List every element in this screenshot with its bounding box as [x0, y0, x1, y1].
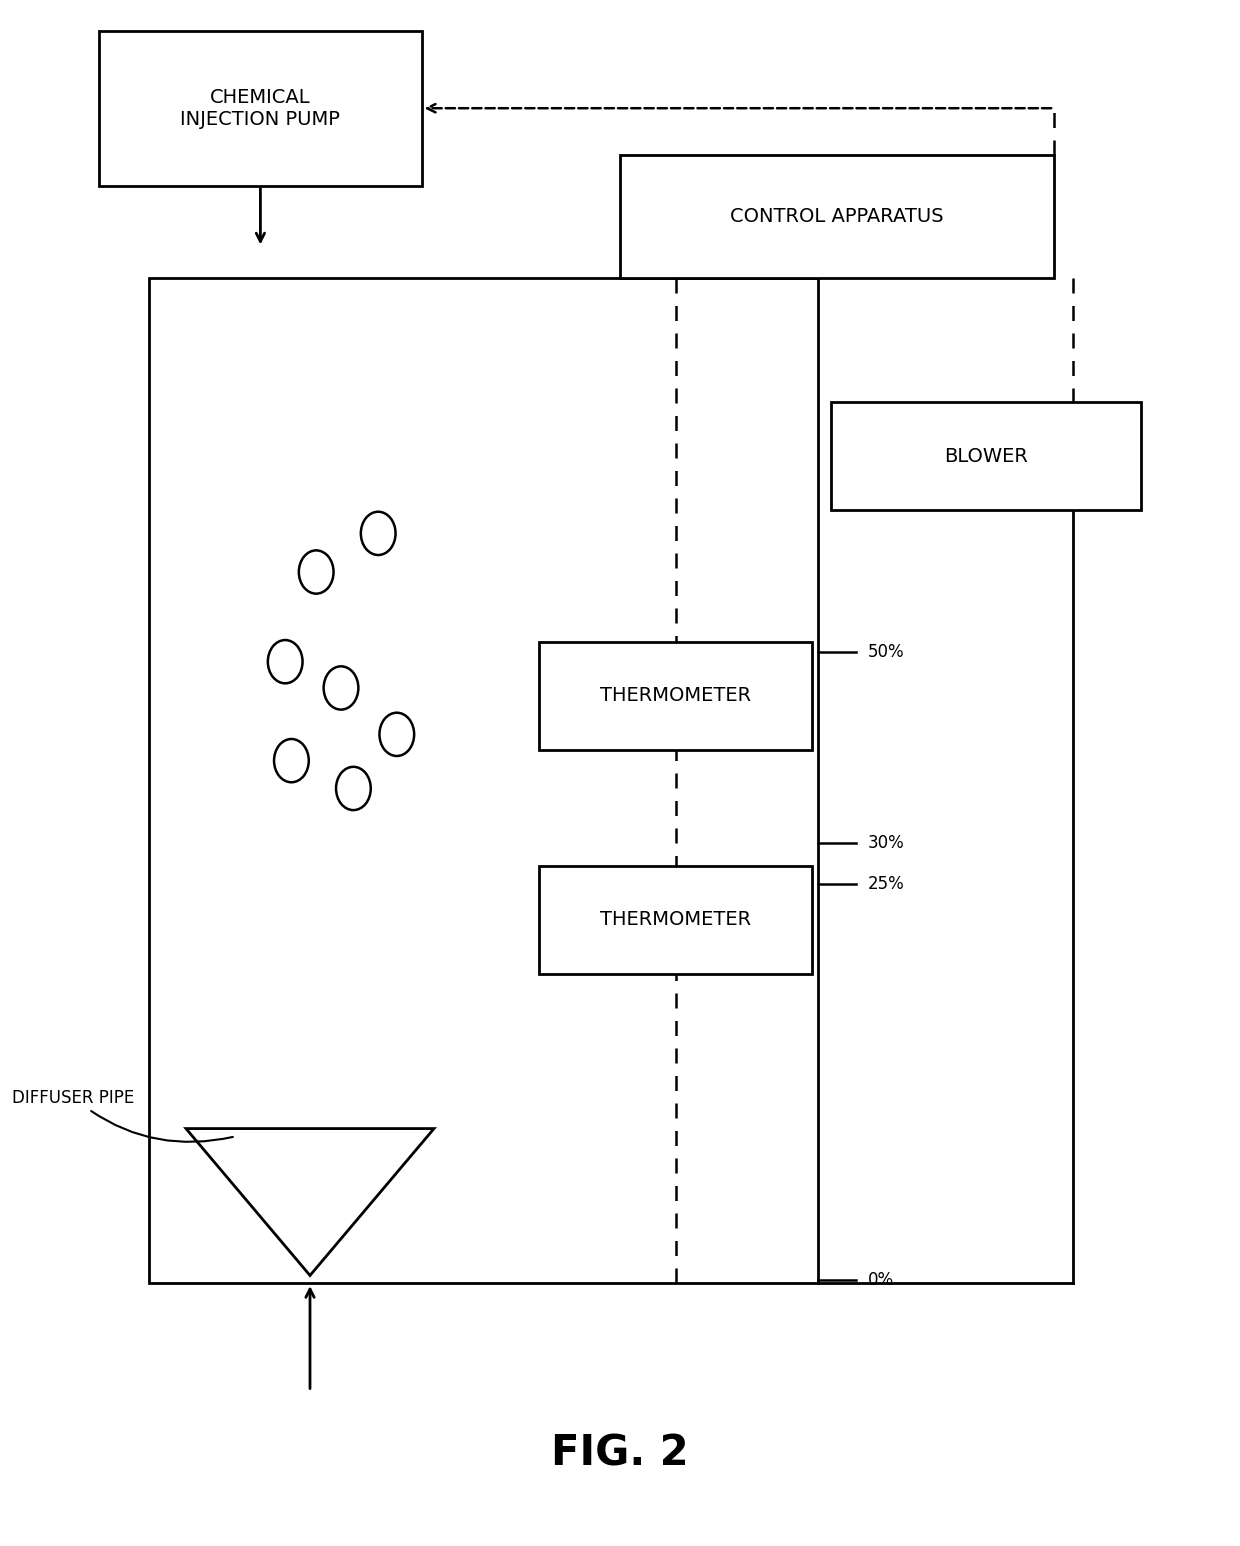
FancyBboxPatch shape	[831, 402, 1141, 510]
FancyBboxPatch shape	[149, 278, 818, 1283]
Text: CONTROL APPARATUS: CONTROL APPARATUS	[730, 207, 944, 226]
Text: BLOWER: BLOWER	[944, 447, 1028, 465]
Text: 50%: 50%	[868, 643, 905, 662]
Text: 25%: 25%	[868, 875, 905, 894]
Text: FIG. 2: FIG. 2	[552, 1432, 688, 1475]
Text: CHEMICAL
INJECTION PUMP: CHEMICAL INJECTION PUMP	[181, 88, 340, 128]
FancyBboxPatch shape	[539, 866, 812, 974]
FancyBboxPatch shape	[99, 31, 422, 186]
Text: DIFFUSER PIPE: DIFFUSER PIPE	[12, 1088, 233, 1142]
Text: 30%: 30%	[868, 833, 905, 852]
Text: THERMOMETER: THERMOMETER	[600, 686, 751, 705]
Text: 0%: 0%	[868, 1271, 894, 1289]
FancyBboxPatch shape	[539, 642, 812, 750]
Text: THERMOMETER: THERMOMETER	[600, 911, 751, 929]
FancyBboxPatch shape	[620, 155, 1054, 278]
